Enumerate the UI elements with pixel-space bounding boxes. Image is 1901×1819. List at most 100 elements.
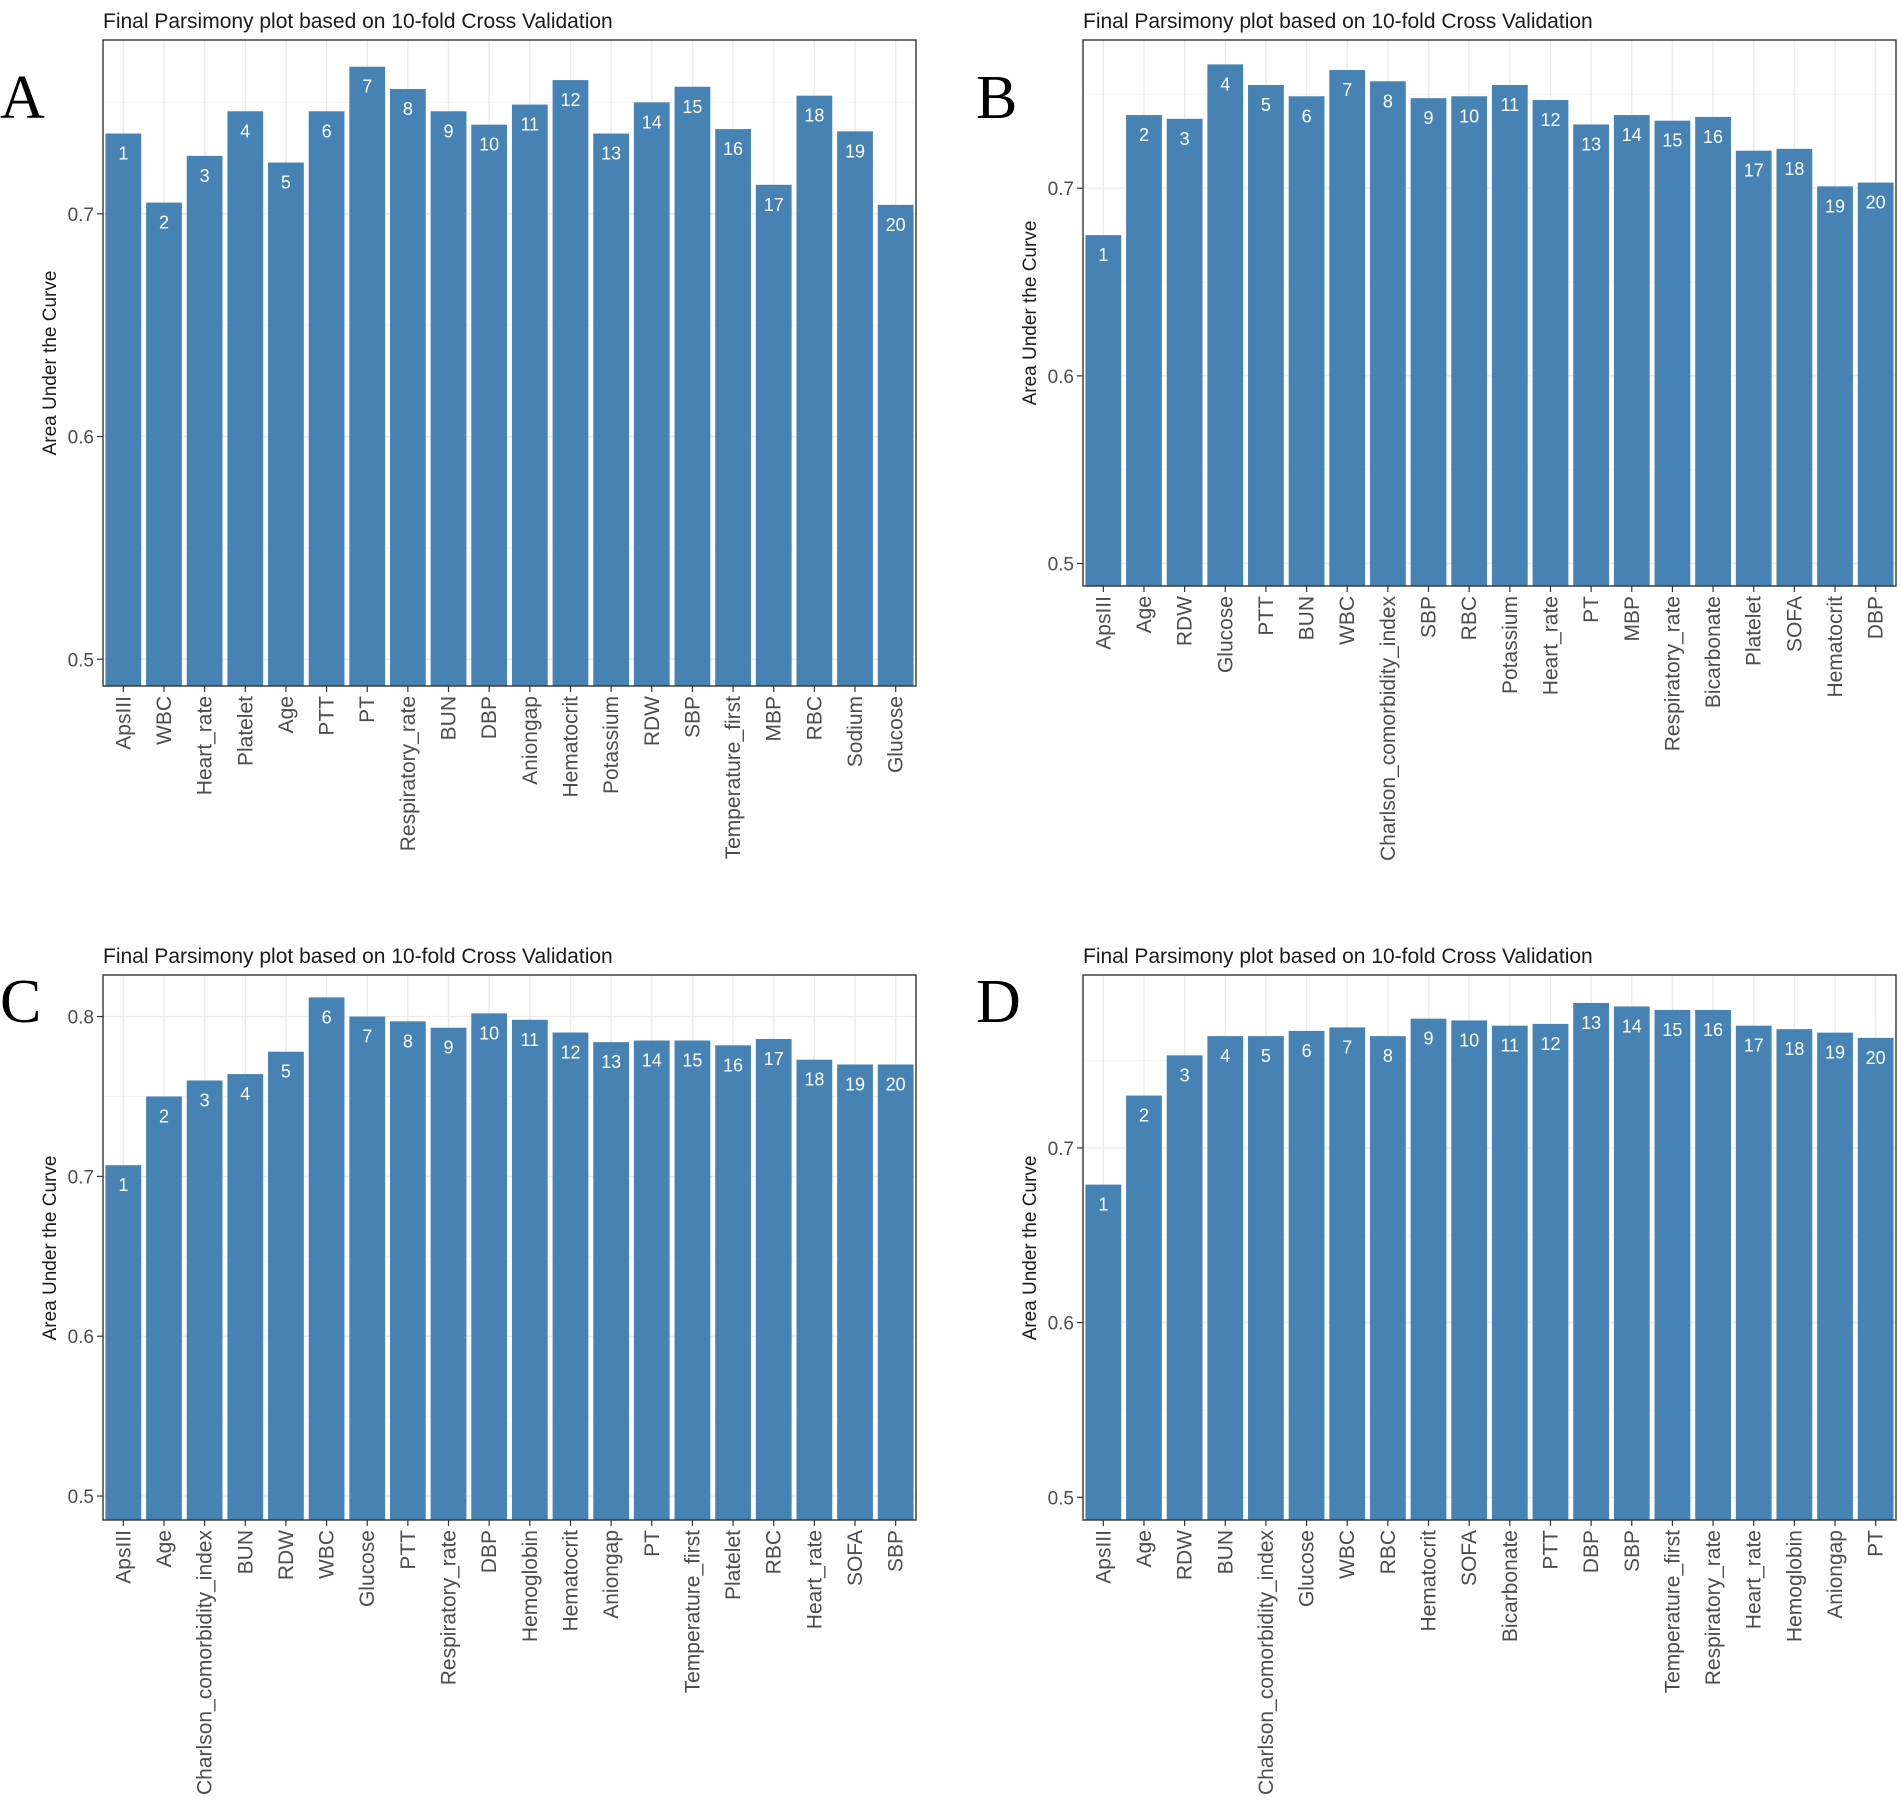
- x-tick-label: SOFA: [1458, 1530, 1481, 1586]
- bar-label: 5: [281, 173, 291, 193]
- bar: [1776, 1029, 1813, 1520]
- bar-label: 9: [1424, 108, 1434, 128]
- bar: [877, 204, 914, 687]
- bar: [1695, 1009, 1731, 1520]
- x-tick-label: PT: [1580, 596, 1603, 623]
- bar-label: 5: [1261, 1046, 1271, 1066]
- x-tick-label: Charlson_comorbidity_index: [1255, 1530, 1278, 1795]
- bar: [389, 1021, 426, 1520]
- x-tick-label: Respiratory_rate: [1661, 596, 1684, 751]
- bar: [186, 155, 223, 687]
- x-tick-label: Age: [1133, 1530, 1156, 1567]
- bar: [430, 111, 467, 686]
- bar: [1410, 1018, 1447, 1520]
- bar-label: 10: [479, 135, 499, 155]
- bar: [552, 1032, 589, 1520]
- chart-title: Final Parsimony plot based on 10-fold Cr…: [1083, 945, 1593, 968]
- bar-label: 14: [642, 112, 662, 132]
- x-tick-label: Aniongap: [600, 1530, 623, 1619]
- x-tick-label: BUN: [1296, 596, 1319, 640]
- x-tick-label: PTT: [1255, 596, 1278, 636]
- bar-label: 18: [804, 1070, 824, 1090]
- bar: [1491, 85, 1528, 586]
- y-tick-label: 0.6: [68, 1327, 94, 1348]
- bar-label: 6: [1302, 1041, 1312, 1061]
- bar-label: 7: [362, 1027, 372, 1047]
- bar: [1573, 1002, 1610, 1520]
- bar-label: 8: [1383, 91, 1393, 111]
- bar-label: 3: [200, 1090, 210, 1110]
- bar: [1085, 235, 1122, 586]
- bar-label: 1: [118, 1175, 128, 1195]
- bar: [471, 1013, 508, 1520]
- bar-label: 8: [403, 1031, 413, 1051]
- bar: [593, 1042, 630, 1520]
- x-tick-label: PT: [356, 696, 379, 723]
- bar-label: 15: [682, 1051, 702, 1071]
- bar: [1410, 98, 1447, 586]
- bar: [674, 1040, 711, 1520]
- bar-label: 9: [444, 1038, 454, 1058]
- bar-label: 16: [723, 139, 743, 159]
- x-tick-label: BUN: [234, 1530, 257, 1574]
- x-tick-label: Platelet: [722, 1530, 745, 1600]
- bar-label: 11: [1500, 1036, 1519, 1056]
- bar-label: 11: [1500, 95, 1519, 115]
- bar: [471, 124, 508, 687]
- bar: [389, 89, 426, 686]
- bar: [1532, 100, 1569, 587]
- bar-label: 7: [1342, 1037, 1352, 1057]
- y-tick-label: 0.5: [1048, 554, 1074, 575]
- bar: [1491, 1025, 1528, 1520]
- y-tick-label: 0.5: [68, 1487, 94, 1508]
- panel-letter: C: [0, 968, 41, 1036]
- bar: [796, 95, 833, 687]
- bar: [349, 66, 386, 687]
- bar-label: 7: [1342, 80, 1352, 100]
- bar-label: 10: [1459, 1030, 1479, 1050]
- bar-label: 19: [845, 141, 865, 161]
- bar-label: 19: [1825, 196, 1845, 216]
- bar-label: 5: [281, 1062, 291, 1082]
- x-tick-label: Hematocrit: [1418, 1530, 1441, 1632]
- bar-label: 15: [1662, 131, 1682, 151]
- panel-letter: A: [0, 64, 45, 132]
- x-tick-label: Platelet: [234, 696, 257, 766]
- x-tick-label: Heart_rate: [194, 696, 217, 795]
- bar: [715, 129, 751, 686]
- x-tick-label: DBP: [1865, 596, 1888, 639]
- x-tick-label: DBP: [1580, 1530, 1603, 1573]
- x-tick-label: BUN: [438, 696, 461, 740]
- plot-border: [1082, 39, 1897, 587]
- x-tick-label: WBC: [1336, 1530, 1359, 1579]
- x-tick-label: SBP: [1418, 596, 1441, 638]
- bar: [1166, 118, 1203, 586]
- bar-label: 6: [1302, 106, 1312, 126]
- bar: [1248, 1036, 1284, 1520]
- x-tick-label: ApsIII: [1092, 596, 1115, 650]
- bar-label: 12: [560, 90, 580, 110]
- x-tick-label: Glucose: [1296, 1530, 1319, 1607]
- bar-label: 11: [520, 1030, 539, 1050]
- bar: [715, 1045, 751, 1520]
- x-tick-label: Sodium: [844, 696, 867, 767]
- bar-label: 15: [682, 97, 702, 117]
- bar-label: 18: [1784, 159, 1804, 179]
- bar: [1776, 148, 1813, 586]
- x-tick-label: Hemoglobin: [519, 1530, 542, 1642]
- bar: [1857, 1037, 1894, 1520]
- bar: [1288, 96, 1325, 586]
- bar: [1735, 1025, 1772, 1520]
- bar: [227, 111, 264, 686]
- bar: [837, 1064, 873, 1520]
- x-tick-label: Glucose: [1214, 596, 1237, 673]
- x-tick-label: Hematocrit: [559, 696, 582, 798]
- x-tick-label: Platelet: [1743, 596, 1766, 666]
- bar: [796, 1059, 833, 1520]
- bar-label: 10: [479, 1023, 499, 1043]
- plot-background: [1083, 975, 1896, 1520]
- bar-label: 14: [642, 1051, 662, 1071]
- x-tick-label: PTT: [397, 1530, 420, 1570]
- x-tick-label: Aniongap: [1824, 1530, 1847, 1619]
